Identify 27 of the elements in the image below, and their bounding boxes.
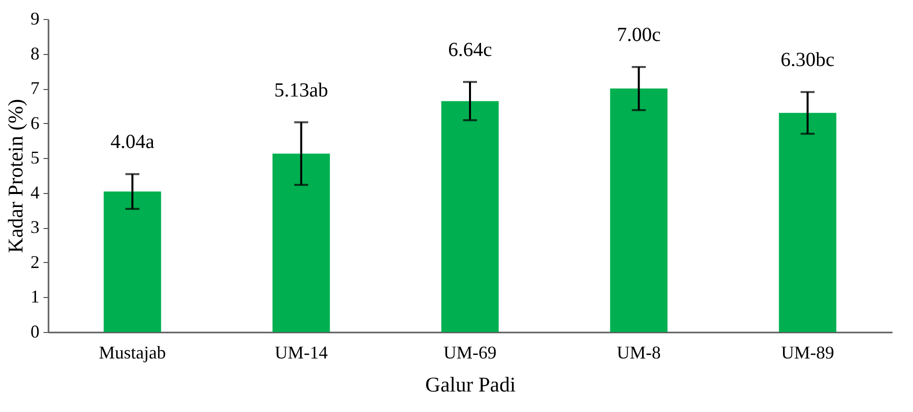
bar: [272, 154, 330, 332]
y-tick-label: 6: [30, 112, 40, 133]
data-label: 6.30bc: [780, 49, 835, 72]
bar: [441, 101, 499, 332]
x-tick-label: UM-69: [444, 342, 496, 362]
y-tick-label: 4: [30, 182, 40, 202]
x-tick-label: UM-8: [616, 342, 661, 362]
y-tick-label: 0: [30, 322, 40, 342]
data-label: 4.04a: [110, 131, 154, 154]
x-tick-label: Mustajab: [98, 342, 166, 362]
bar: [778, 112, 836, 332]
y-tick-label: 9: [30, 8, 40, 28]
y-tick-label: 2: [30, 252, 40, 272]
data-label: 7.00c: [616, 24, 661, 46]
x-tick-label: UM-14: [274, 342, 328, 362]
y-axis-title: Kadar Protein (%): [4, 99, 28, 253]
y-tick-label: 1: [30, 286, 40, 307]
bar: [104, 192, 162, 332]
data-label: 5.13ab: [274, 79, 328, 102]
data-label: 6.64c: [448, 38, 492, 61]
y-tick-label: 8: [30, 43, 40, 64]
bar: [610, 88, 668, 332]
y-tick-label: 5: [30, 148, 40, 168]
y-tick-label: 3: [30, 217, 40, 238]
x-tick-label: UM-89: [781, 342, 834, 362]
y-tick-label: 7: [30, 78, 40, 98]
x-axis-title: Galur Padi: [425, 372, 516, 396]
